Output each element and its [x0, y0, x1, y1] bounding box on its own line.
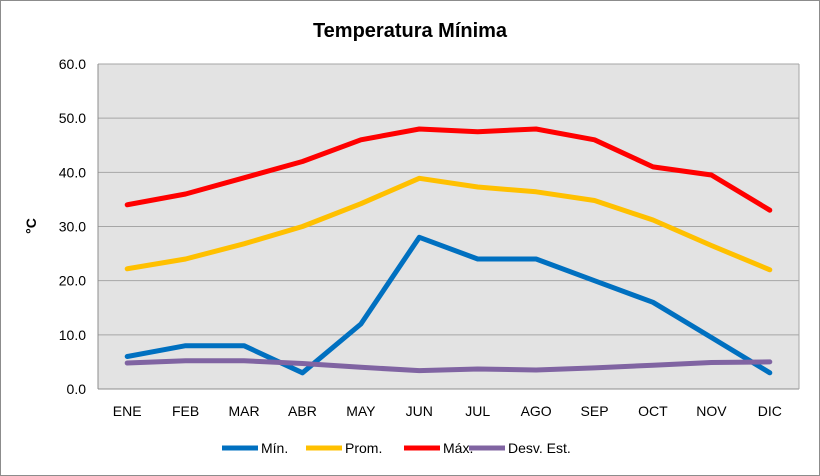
x-tick-label: AGO — [521, 403, 552, 419]
y-tick-label: 0.0 — [67, 381, 87, 397]
y-tick-label: 20.0 — [59, 273, 86, 289]
legend-label: Mín. — [261, 440, 288, 456]
legend-label: Prom. — [345, 440, 382, 456]
legend-label: Máx. — [443, 440, 473, 456]
x-tick-label: DIC — [758, 403, 782, 419]
y-tick-label: 60.0 — [59, 56, 86, 72]
y-tick-label: 40.0 — [59, 164, 86, 180]
x-tick-label: ENE — [113, 403, 142, 419]
x-tick-label: MAY — [346, 403, 376, 419]
series-line-2 — [124, 126, 773, 213]
x-tick-label: JUL — [465, 403, 490, 419]
chart-title: Temperatura Mínima — [313, 20, 508, 42]
y-axis-ticks: 0.0 10.0 20.0 30.0 40.0 50.0 60.0 — [59, 56, 86, 397]
y-tick-label: 10.0 — [59, 327, 86, 343]
y-tick-label: 50.0 — [59, 110, 86, 126]
x-tick-label: SEP — [581, 403, 609, 419]
x-tick-label: ABR — [288, 403, 317, 419]
x-tick-label: FEB — [172, 403, 199, 419]
legend-label: Desv. Est. — [508, 440, 571, 456]
series-line-1 — [124, 175, 773, 273]
y-axis-label: °C — [23, 218, 39, 234]
series-line-0 — [124, 234, 773, 376]
x-tick-label: NOV — [696, 403, 727, 419]
series-line-3 — [124, 358, 773, 374]
x-tick-label: MAR — [228, 403, 259, 419]
x-tick-label: JUN — [406, 403, 433, 419]
x-axis-ticks: ENE FEB MAR ABR MAY JUN JUL AGO SEP OCT NOV DIC — [113, 403, 782, 419]
y-tick-label: 30.0 — [59, 219, 86, 235]
x-tick-label: OCT — [638, 403, 668, 419]
gridlines — [97, 63, 800, 390]
legend: Mín. Prom. Máx. Desv. Est. — [222, 440, 571, 456]
series-lines — [124, 126, 773, 376]
